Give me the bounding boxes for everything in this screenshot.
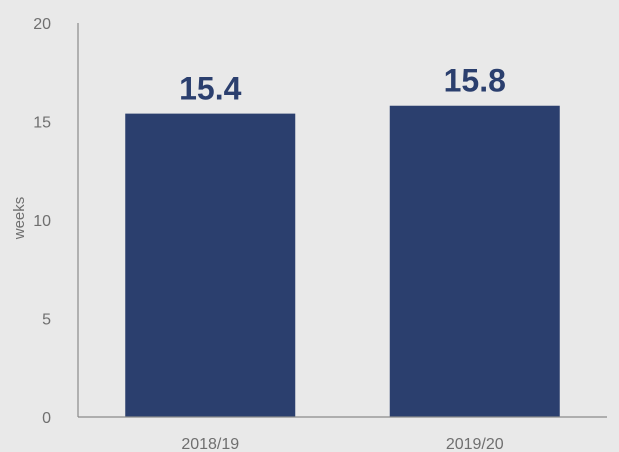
bars-layer <box>125 105 560 418</box>
bar <box>125 113 296 418</box>
labels-layer: 15.4 2018/19 15.8 2019/20 <box>179 63 506 452</box>
y-tick-label: 10 <box>33 213 51 230</box>
x-tick-label: 2019/20 <box>446 436 504 452</box>
y-tick-label: 5 <box>42 312 51 329</box>
y-axis-title: weeks <box>11 197 28 241</box>
bar-value-label: 15.4 <box>179 71 241 107</box>
bar <box>389 105 560 418</box>
y-tick-label: 20 <box>33 16 51 33</box>
bar-value-label: 15.8 <box>444 63 506 99</box>
y-tick-label: 15 <box>33 115 51 132</box>
y-tick-label: 0 <box>42 410 51 427</box>
axes-layer: 0 5 10 15 20 <box>33 16 607 427</box>
x-tick-label: 2018/19 <box>181 436 239 452</box>
